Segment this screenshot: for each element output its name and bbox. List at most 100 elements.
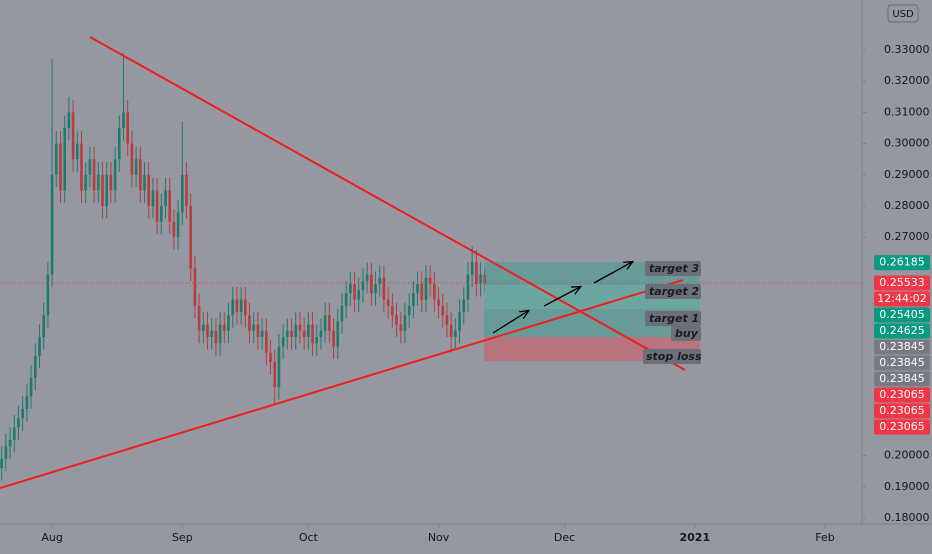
- arrow: [492, 311, 528, 334]
- candle-body: [80, 143, 83, 191]
- candle-body: [252, 324, 256, 331]
- candle-body: [4, 446, 8, 459]
- candle-body: [8, 440, 12, 447]
- arrow: [593, 262, 632, 284]
- y-tick-label: 0.18000: [884, 511, 930, 524]
- candle-body: [281, 337, 285, 347]
- candle-body: [454, 330, 457, 338]
- price-label: 0.23065: [879, 420, 925, 433]
- price-label: 0.23065: [879, 388, 925, 401]
- candle-body: [92, 159, 96, 191]
- candle-body: [197, 305, 201, 331]
- candle-body: [17, 418, 20, 428]
- candle-body: [29, 377, 33, 397]
- y-tick-label: 0.19000: [884, 480, 930, 493]
- currency: USD: [892, 9, 914, 20]
- price-label: 0.26185: [879, 256, 925, 269]
- x-tick-label: Oct: [299, 531, 319, 544]
- candle-body: [428, 277, 432, 285]
- candle-body: [33, 355, 37, 378]
- candle-body: [206, 324, 209, 338]
- candle-body: [202, 324, 205, 331]
- candle-body: [407, 305, 411, 316]
- price-label-box: [874, 255, 930, 271]
- candle-body: [349, 284, 352, 294]
- candle-body: [0, 458, 3, 469]
- candle-body: [412, 293, 415, 306]
- candle-body: [88, 159, 92, 175]
- candle-body: [290, 330, 293, 338]
- lower-trendline: [0, 279, 684, 489]
- candle-body: [160, 206, 163, 222]
- candle-body: [71, 112, 75, 160]
- candle-body: [269, 352, 272, 363]
- axes: 0.33000 0.32000 0.31000 0.30000 0.29000 0.280…: [41, 43, 930, 544]
- candle-body: [122, 112, 125, 129]
- candle-body: [328, 315, 331, 331]
- candle-body: [483, 274, 487, 284]
- candle-body: [357, 290, 361, 300]
- candle-body: [256, 324, 260, 338]
- price-label: 0.23845: [879, 372, 925, 385]
- candle-body: [84, 174, 87, 191]
- candle-body: [286, 330, 289, 338]
- candle-body: [424, 277, 428, 300]
- annotation-box: [671, 326, 701, 341]
- candle-body: [265, 330, 268, 353]
- candle-body: [126, 112, 130, 144]
- price-label: 0.25405: [879, 308, 925, 321]
- candle-body: [294, 324, 298, 338]
- candle-body: [168, 190, 172, 222]
- candle-body: [105, 174, 109, 207]
- candle-body: [46, 274, 50, 316]
- candle-body: [223, 324, 226, 331]
- price-label-box: [874, 339, 930, 355]
- currency-button[interactable]: [887, 4, 919, 23]
- x-tick-label: Sep: [172, 531, 193, 544]
- annotation: target 3: [649, 262, 700, 275]
- candle-body: [38, 337, 41, 356]
- candle-body: [470, 262, 474, 275]
- candle-body: [12, 427, 16, 441]
- x-tick-label: Feb: [815, 531, 834, 544]
- candle-body: [25, 396, 29, 409]
- price-label-box: [874, 387, 930, 403]
- price-axis: [862, 0, 932, 550]
- candle-body: [399, 324, 403, 331]
- candle-body: [101, 174, 104, 207]
- upper-trendline: [89, 36, 686, 371]
- candle-body: [433, 284, 436, 300]
- price-label-box: [874, 403, 930, 419]
- x-tick-label: Aug: [41, 531, 62, 544]
- price-label: 0.25533: [879, 276, 925, 289]
- candle-body: [235, 299, 239, 313]
- candle-body: [239, 299, 243, 313]
- x-tick-label: 2021: [679, 531, 710, 544]
- price-label: 0.23065: [879, 404, 925, 417]
- candle-body: [231, 299, 235, 316]
- price-label-box: [874, 323, 930, 339]
- y-tick-label: 0.20000: [884, 449, 930, 462]
- candle-body: [277, 346, 281, 387]
- candle-body: [117, 128, 121, 160]
- candle-body: [96, 174, 100, 191]
- price-label-box: [874, 371, 930, 387]
- candle-body: [42, 315, 45, 338]
- annotation-box: [645, 261, 701, 276]
- annotation: stop loss: [646, 350, 702, 363]
- annotation: target 2: [649, 285, 700, 298]
- candle-body: [189, 206, 193, 269]
- candle-body: [244, 299, 247, 316]
- candle-body: [248, 315, 251, 331]
- price-label-box: [874, 355, 930, 371]
- candle-body: [155, 190, 159, 222]
- candle-body: [323, 315, 327, 331]
- y-tick-label: 0.33000: [884, 43, 930, 56]
- annotation-box: [645, 311, 701, 326]
- candle-body: [420, 284, 424, 300]
- candle-body: [445, 315, 449, 325]
- candle-body: [386, 299, 390, 306]
- candle-body: [210, 330, 214, 338]
